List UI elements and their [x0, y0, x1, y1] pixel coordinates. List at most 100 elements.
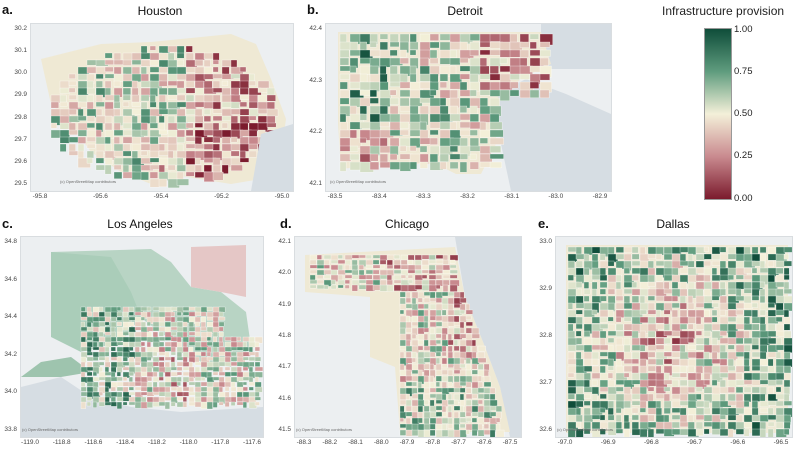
tract-cell [411, 357, 416, 363]
tract-cell [77, 143, 85, 152]
tract-cell [414, 259, 422, 266]
tract-cell [719, 393, 726, 402]
tract-cell [775, 421, 784, 429]
tract-cell [110, 366, 117, 373]
tract-cell [254, 346, 260, 352]
tract-cell [479, 121, 487, 131]
tract-cell [567, 428, 576, 437]
tract-cell [663, 407, 671, 414]
tract-cell [230, 351, 237, 357]
tract-cell [423, 303, 429, 309]
tract-cell [359, 73, 368, 84]
tract-cell [583, 253, 590, 262]
tract-cell [194, 331, 201, 337]
tract-cell [695, 337, 705, 345]
tract-cell [399, 97, 410, 108]
tract-cell [639, 246, 646, 256]
tract-cell [663, 351, 672, 357]
tract-cell [751, 414, 761, 422]
tract-cell [194, 311, 201, 316]
tract-cell [337, 259, 347, 264]
tract-cell [483, 369, 489, 377]
tract-cell [399, 303, 407, 310]
tract-cell [591, 351, 600, 360]
tract-cell [236, 341, 244, 348]
tract-cell [164, 316, 172, 322]
legend-tick: 0.50 [734, 108, 753, 119]
tract-cell [149, 122, 158, 129]
x-tick-label: -95.8 [32, 193, 48, 200]
tract-cell [203, 143, 215, 150]
tract-cell [104, 386, 110, 393]
tract-cell [477, 411, 484, 418]
map-losangeles[interactable] [20, 236, 264, 438]
tract-cell [735, 372, 743, 381]
tract-cell [122, 94, 131, 101]
tract-cell [471, 393, 478, 399]
tract-cell [623, 414, 630, 423]
map-houston[interactable] [30, 23, 294, 192]
tract-cell [389, 65, 398, 75]
tract-cell [679, 302, 687, 310]
tract-cell [711, 393, 721, 402]
tract-cell [623, 302, 633, 310]
tract-cell [495, 405, 502, 412]
tract-cell [441, 351, 447, 357]
tract-cell [188, 351, 196, 358]
tract-cell [212, 401, 218, 408]
tract-cell [176, 361, 184, 367]
tract-cell [639, 407, 646, 413]
tract-cell [459, 153, 468, 160]
map-dallas[interactable] [555, 236, 793, 438]
tract-cell [389, 145, 399, 156]
tract-cell [647, 428, 655, 437]
tract-cell [703, 358, 713, 367]
tract-cell [221, 136, 231, 144]
tract-cell [489, 153, 504, 160]
tract-cell [86, 376, 94, 383]
tract-cell [567, 330, 576, 339]
tract-cell [775, 344, 784, 351]
x-tick-label: -118.6 [84, 439, 103, 446]
tract-cell [206, 351, 211, 357]
tract-cell [236, 346, 244, 351]
tract-cell [453, 423, 460, 431]
tract-cell [68, 136, 79, 143]
map-detroit[interactable] [325, 23, 612, 192]
tract-cell [607, 407, 614, 416]
tract-cell [435, 381, 440, 387]
tract-cell [122, 356, 128, 362]
tract-cell [489, 399, 498, 407]
tract-cell [257, 87, 268, 93]
tract-cell [131, 136, 141, 145]
tract-cell [465, 339, 473, 347]
tract-cell [399, 49, 407, 58]
tract-cell [128, 321, 135, 327]
tract-cell [248, 115, 257, 121]
tract-cell [429, 327, 435, 335]
tract-cell [703, 260, 712, 267]
tract-cell [77, 129, 87, 137]
map-chicago[interactable] [294, 236, 522, 438]
tract-cell [254, 396, 261, 401]
tract-cell [68, 87, 76, 93]
tract-cell [575, 246, 582, 256]
cells [80, 306, 263, 410]
tract-cell [339, 73, 350, 80]
tract-cell [167, 115, 176, 124]
tract-cell [122, 101, 130, 107]
tract-cell [711, 302, 719, 308]
tract-cell [399, 309, 405, 315]
tract-cell [453, 417, 460, 425]
tract-cell [266, 94, 276, 102]
tract-cell [224, 381, 231, 388]
tract-cell [719, 344, 726, 353]
tract-cell [429, 339, 437, 346]
tract-cell [164, 321, 171, 328]
tract-cell [221, 59, 233, 67]
tract-cell [86, 66, 98, 74]
tract-cell [607, 288, 616, 295]
tract-cell [671, 358, 680, 366]
tract-cell [465, 327, 473, 334]
tract-cell [140, 150, 148, 156]
